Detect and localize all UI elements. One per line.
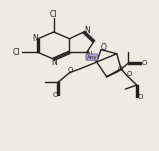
Text: N: N <box>32 34 38 43</box>
Text: N: N <box>51 58 57 67</box>
Text: O: O <box>118 66 123 72</box>
Text: O: O <box>68 67 73 73</box>
Text: O: O <box>100 43 106 52</box>
Text: O: O <box>127 71 132 77</box>
Text: O: O <box>52 92 58 98</box>
Text: O: O <box>138 94 143 100</box>
Text: N: N <box>84 26 90 35</box>
Text: N: N <box>86 51 92 60</box>
Text: Ans: Ans <box>87 55 97 60</box>
Text: Cl: Cl <box>13 48 20 57</box>
Text: Cl: Cl <box>50 10 57 19</box>
Text: O: O <box>142 60 147 66</box>
